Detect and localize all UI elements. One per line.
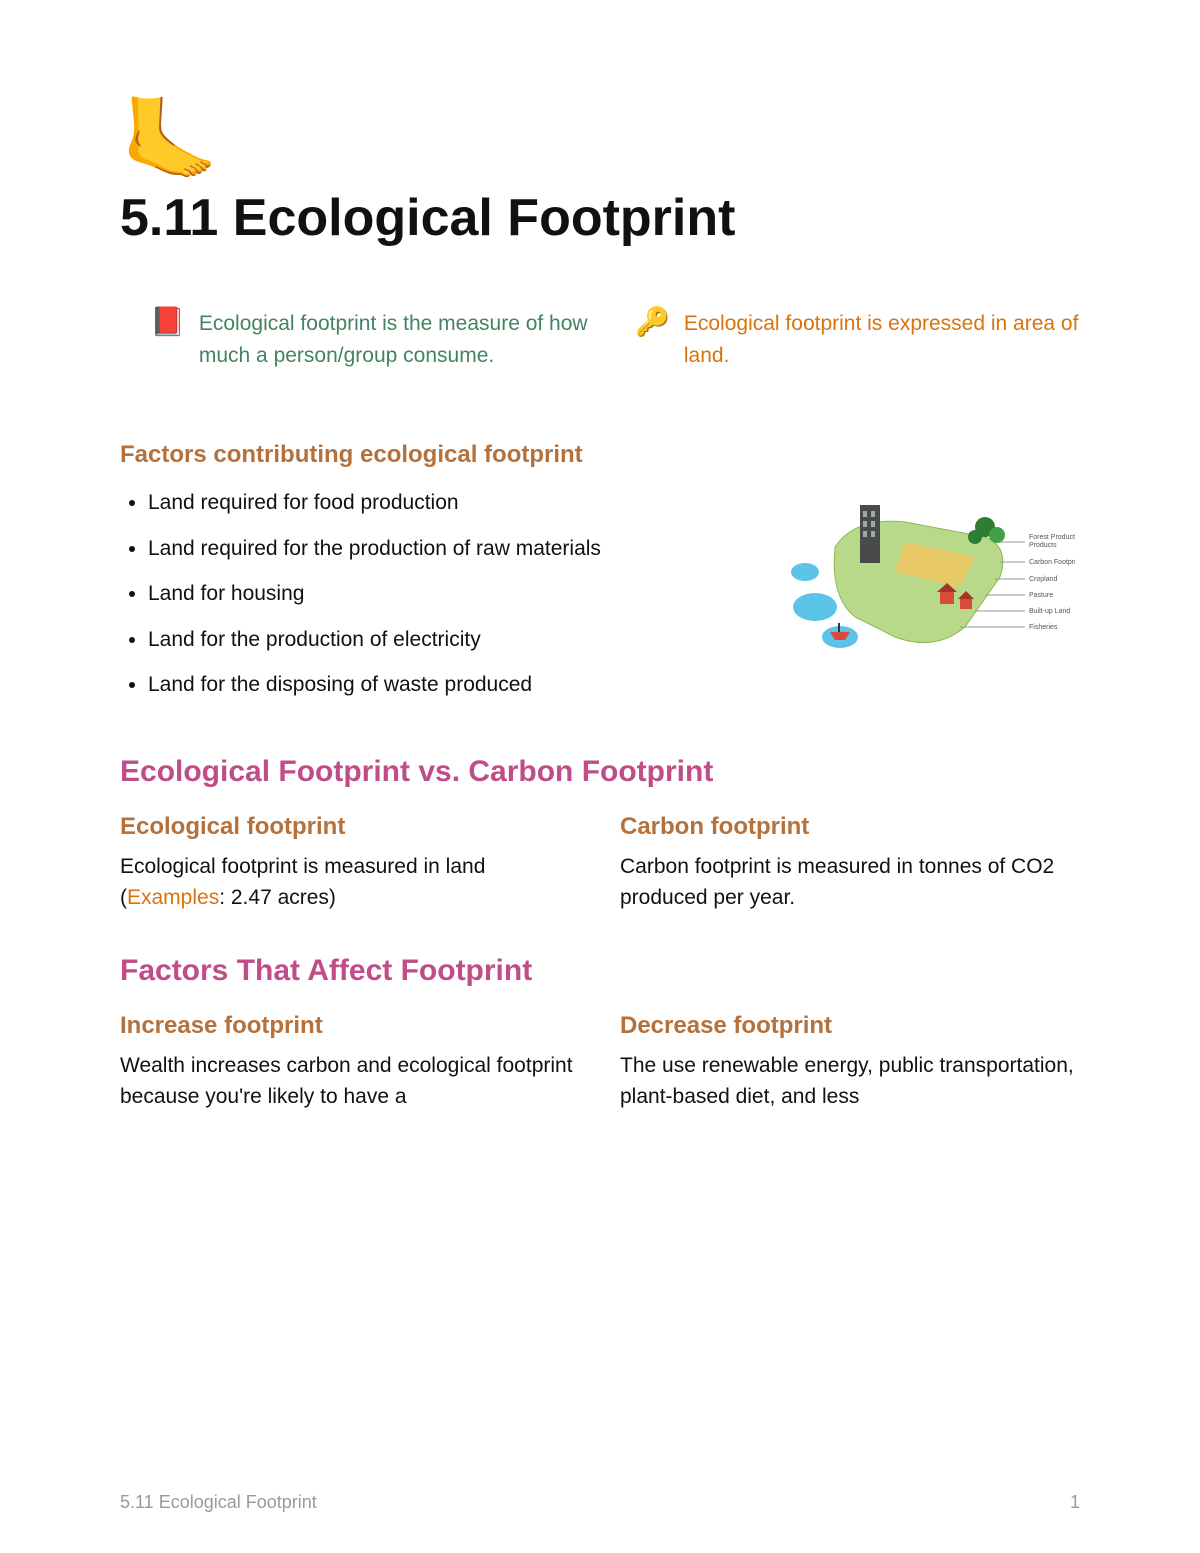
list-item: Land for the disposing of waste produced — [148, 669, 750, 701]
svg-text:Carbon Footprint: Carbon Footprint — [1029, 559, 1075, 566]
page-content: 🦶 5.11 Ecological Footprint 📕 Ecological… — [0, 0, 1200, 1113]
column-text: Ecological footprint is measured in land… — [120, 851, 580, 914]
affect-columns: Increase footprint Wealth increases carb… — [120, 1012, 1080, 1113]
svg-text:Pasture: Pasture — [1029, 592, 1053, 599]
decrease-column: Decrease footprint The use renewable ene… — [620, 1012, 1080, 1113]
column-title: Carbon footprint — [620, 813, 1080, 841]
factors-heading: Factors contributing ecological footprin… — [120, 441, 1080, 469]
comparison-heading: Ecological Footprint vs. Carbon Footprin… — [120, 755, 1080, 789]
list-item: Land required for the production of raw … — [148, 533, 750, 565]
footer-title: 5.11 Ecological Footprint — [120, 1492, 317, 1513]
callout-expression: 🔑 Ecological footprint is expressed in a… — [635, 308, 1080, 371]
page-emoji-icon: 🦶 — [120, 100, 1080, 180]
affect-heading: Factors That Affect Footprint — [120, 954, 1080, 988]
key-icon: 🔑 — [635, 308, 670, 371]
page-title: 5.11 Ecological Footprint — [120, 188, 1080, 248]
page-footer: 5.11 Ecological Footprint 1 — [120, 1492, 1080, 1513]
svg-text:Fisheries: Fisheries — [1029, 624, 1058, 631]
factors-row: Land required for food production Land r… — [120, 487, 1080, 715]
svg-text:Products: Products — [1029, 542, 1057, 549]
examples-label: Examples — [127, 886, 219, 909]
list-item: Land for the production of electricity — [148, 624, 750, 656]
callout-text: Ecological footprint is expressed in are… — [684, 308, 1080, 371]
increase-column: Increase footprint Wealth increases carb… — [120, 1012, 580, 1113]
column-text: Carbon footprint is measured in tonnes o… — [620, 851, 1080, 914]
list-item: Land required for food production — [148, 487, 750, 519]
column-title: Ecological footprint — [120, 813, 580, 841]
footer-page-number: 1 — [1070, 1492, 1080, 1513]
book-icon: 📕 — [150, 308, 185, 371]
footprint-diagram-icon: Forest Products Products Carbon Footprin… — [785, 487, 1075, 677]
comparison-columns: Ecological footprint Ecological footprin… — [120, 813, 1080, 914]
callout-definition: 📕 Ecological footprint is the measure of… — [150, 308, 595, 371]
column-text: The use renewable energy, public transpo… — [620, 1050, 1080, 1113]
callout-text: Ecological footprint is the measure of h… — [199, 308, 595, 371]
list-item: Land for housing — [148, 578, 750, 610]
column-text: Wealth increases carbon and ecological f… — [120, 1050, 580, 1113]
footprint-illustration: Forest Products Products Carbon Footprin… — [780, 487, 1080, 715]
column-title: Increase footprint — [120, 1012, 580, 1040]
carbon-column: Carbon footprint Carbon footprint is mea… — [620, 813, 1080, 914]
column-title: Decrease footprint — [620, 1012, 1080, 1040]
svg-text:Cropland: Cropland — [1029, 576, 1058, 583]
svg-text:Forest Products: Forest Products — [1029, 534, 1075, 541]
svg-text:Built-up Land: Built-up Land — [1029, 608, 1070, 615]
ecological-column: Ecological footprint Ecological footprin… — [120, 813, 580, 914]
factors-list: Land required for food production Land r… — [120, 487, 750, 715]
callouts-row: 📕 Ecological footprint is the measure of… — [120, 308, 1080, 371]
